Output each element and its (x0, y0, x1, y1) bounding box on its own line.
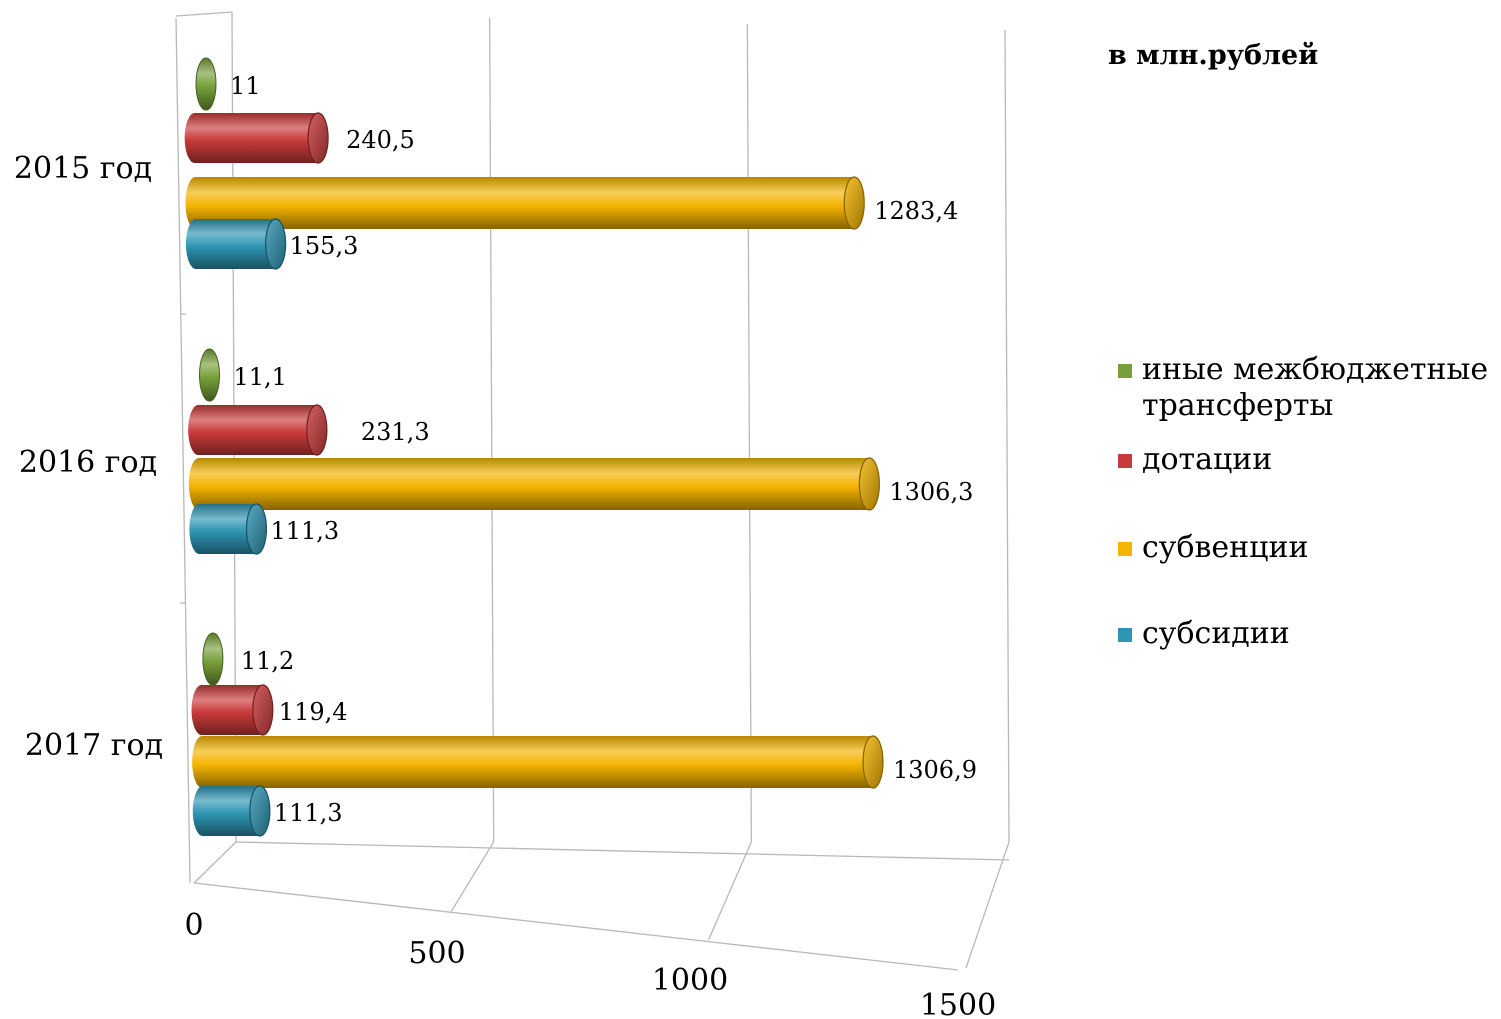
y-axis (175, 17, 191, 884)
bar-cap (265, 218, 287, 270)
legend-swatch (1118, 628, 1132, 642)
floor-gridline (965, 841, 1010, 969)
bar (188, 457, 880, 511)
bar (191, 684, 274, 736)
data-label: 1306,3 (889, 478, 973, 506)
labels: 0 500 1000 1500 2015 год 2016 год 2017 год 11 24… (14, 72, 996, 1019)
x-axis (193, 882, 959, 971)
data-label: 11,1 (233, 363, 286, 391)
bar (188, 404, 328, 456)
bar (198, 348, 220, 402)
bars (184, 57, 884, 837)
bar-body (198, 458, 870, 510)
floor-gridline (708, 841, 752, 940)
data-label: 111,3 (274, 799, 343, 827)
bar-cap (249, 785, 271, 837)
gridline (746, 23, 752, 843)
bar-cap (307, 112, 329, 164)
bar-cap (858, 457, 880, 511)
bar-start (189, 504, 210, 554)
bar-body (198, 405, 317, 455)
bar (189, 503, 268, 555)
bar-cap (843, 176, 865, 230)
data-label: 11,2 (241, 647, 294, 675)
bar-start (185, 219, 206, 269)
legend-label: субвенции (1142, 530, 1308, 566)
bar-body (195, 219, 276, 269)
x-tick-label: 0 (184, 908, 203, 943)
legend-label-line: субвенции (1142, 530, 1309, 565)
bar (185, 218, 287, 270)
bar (202, 632, 224, 686)
category-label: 2017 год (25, 728, 163, 763)
bar-cap (198, 348, 220, 402)
gridlines (193, 11, 1010, 969)
bar-start (192, 736, 213, 788)
bar-cap (195, 57, 217, 111)
x-tick-label: 1500 (920, 988, 996, 1019)
bar-cap (252, 684, 274, 736)
bar (195, 57, 217, 111)
data-label: 240,5 (346, 126, 415, 154)
bar-start (192, 786, 213, 836)
legend-label: дотации (1142, 442, 1272, 478)
category-label: 2015 год (14, 151, 152, 186)
floor-gridline (450, 841, 495, 912)
gridline (235, 841, 1010, 861)
bar-cap (306, 404, 328, 456)
floor-gridline (193, 841, 237, 884)
bar-start (188, 458, 209, 510)
bar-cap (202, 632, 224, 686)
bar-start (184, 113, 205, 163)
axes (175, 11, 959, 971)
legend-label: субсидии (1142, 616, 1290, 652)
legend-swatch (1118, 364, 1132, 378)
legend-label: иные межбюджетные трансферты (1142, 352, 1488, 424)
bar-body (194, 113, 319, 163)
x-tick-label: 1000 (652, 963, 728, 998)
bar-start (191, 685, 212, 735)
gridline (489, 17, 495, 843)
bar (185, 176, 865, 230)
data-label: 11 (230, 72, 261, 100)
bar (184, 112, 329, 164)
legend-swatch (1118, 542, 1132, 556)
gridline (1004, 29, 1010, 843)
data-label: 1306,9 (893, 756, 977, 784)
bar-cap (862, 735, 884, 789)
bar-cap (245, 503, 268, 555)
legend-label-line: дотации (1142, 442, 1273, 477)
legend-swatch (1118, 454, 1132, 468)
bar (192, 785, 271, 837)
data-label: 155,3 (290, 232, 359, 260)
legend-label-line: трансферты (1142, 388, 1334, 423)
data-label: 119,4 (279, 698, 348, 726)
category-label: 2016 год (19, 445, 157, 480)
x-tick-label: 500 (408, 936, 465, 971)
legend-label-line: субсидии (1142, 616, 1290, 651)
bar-start (188, 405, 209, 455)
unit-label: в млн.рублей (1108, 40, 1319, 71)
legend-label-line: иные межбюджетные (1142, 352, 1489, 387)
bar (192, 735, 884, 789)
bar-body (195, 177, 855, 229)
axis-top (175, 11, 233, 17)
data-label: 1283,4 (874, 197, 958, 225)
data-label: 231,3 (361, 418, 430, 446)
data-label: 111,3 (270, 517, 339, 545)
bar-body (202, 736, 874, 788)
bar-start (185, 177, 206, 229)
